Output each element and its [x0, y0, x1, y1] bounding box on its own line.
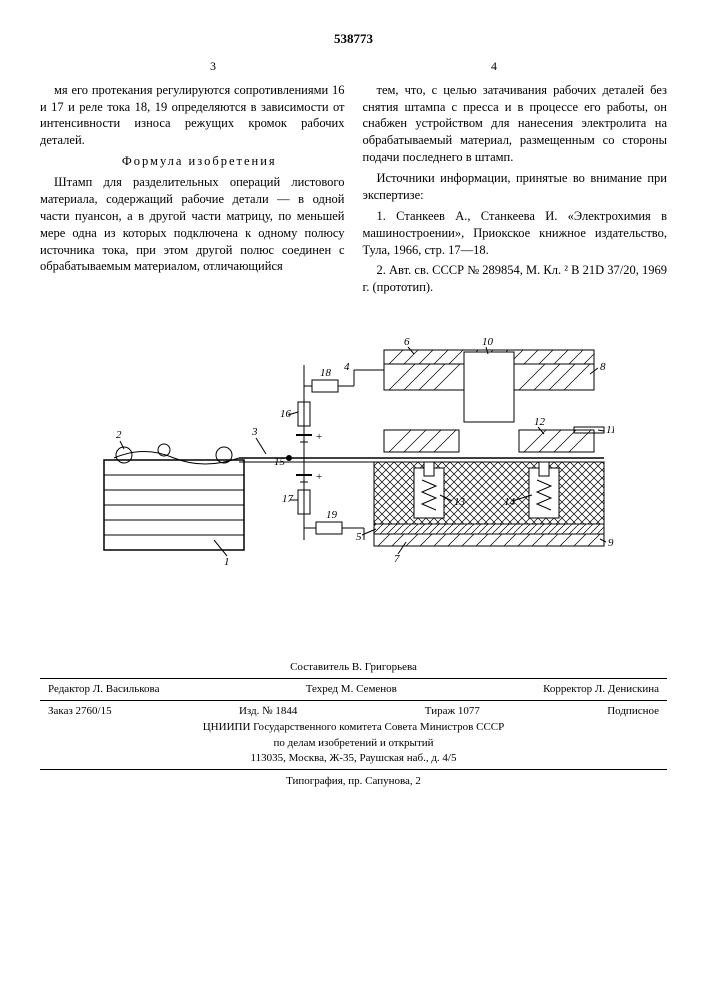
source-1: 1. Станкеев А., Станкеева И. «Электрохим…: [363, 208, 668, 259]
rule-2: [40, 700, 667, 701]
pub-row: Заказ 2760/15 Изд. № 1844 Тираж 1077 Под…: [40, 704, 667, 719]
fig-label-11: 11: [606, 424, 614, 436]
fig-label-17: 17: [282, 493, 294, 505]
right-column: тем, что, с целью затачивания рабочих де…: [363, 82, 668, 301]
fig-label-5: 5: [356, 531, 362, 543]
org-line-2: по делам изобретений и открытий: [40, 736, 667, 751]
sources-title: Источники информации, принятые во вниман…: [363, 170, 668, 204]
fig-label-2: 2: [116, 429, 122, 441]
svg-text:+: +: [316, 431, 322, 443]
techred: Техред М. Семенов: [306, 682, 397, 697]
org-address: 113035, Москва, Ж-35, Раушская наб., д. …: [40, 751, 667, 766]
org-line-1: ЦНИИПИ Государственного комитета Совета …: [40, 720, 667, 735]
tirazh: Тираж 1077: [425, 704, 480, 719]
fig-label-9: 9: [608, 537, 614, 549]
fig-label-1: 1: [224, 556, 230, 568]
rule-3: [40, 769, 667, 770]
fig-label-12: 12: [534, 416, 546, 428]
left-para-1: мя его протекания регулируются сопротивл…: [40, 82, 345, 150]
fig-label-8: 8: [600, 361, 606, 373]
corrector: Корректор Л. Денискина: [543, 682, 659, 697]
left-column: мя его протекания регулируются сопротивл…: [40, 82, 345, 301]
podpisnoe: Подписное: [607, 704, 659, 719]
fig-label-6: 6: [404, 336, 410, 348]
page-number-right: 4: [491, 58, 497, 74]
compiler-line: Составитель В. Григорьева: [40, 660, 667, 675]
document-number: 538773: [40, 30, 667, 48]
patent-diagram: + +: [94, 330, 614, 580]
izd-no: Изд. № 1844: [239, 704, 297, 719]
fig-label-4: 4: [344, 361, 350, 373]
source-2: 2. Авт. св. СССР № 289854, М. Кл. ² В 21…: [363, 262, 668, 296]
page-numbers: 3 4: [40, 58, 667, 74]
fig-label-7: 7: [394, 553, 400, 565]
svg-text:+: +: [316, 471, 322, 483]
fig-label-3: 3: [251, 426, 258, 438]
typography-line: Типография, пр. Сапунова, 2: [40, 774, 667, 789]
fig-label-18: 18: [320, 367, 332, 379]
order-no: Заказ 2760/15: [48, 704, 112, 719]
editor: Редактор Л. Василькова: [48, 682, 159, 697]
fig-label-15: 15: [274, 456, 286, 468]
formula-title: Формула изобретения: [40, 153, 345, 170]
figure: + +: [40, 330, 667, 580]
roles-row: Редактор Л. Василькова Техред М. Семенов…: [40, 682, 667, 697]
left-para-2: Штамп для разделительных операций листов…: [40, 174, 345, 275]
text-columns: мя его протекания регулируются сопротивл…: [40, 82, 667, 301]
right-para-1: тем, что, с целью затачивания рабочих де…: [363, 82, 668, 166]
fig-label-10: 10: [482, 336, 494, 348]
page-number-left: 3: [210, 58, 216, 74]
rule-1: [40, 678, 667, 679]
fig-label-19: 19: [326, 509, 338, 521]
fig-label-14: 14: [504, 496, 516, 508]
fig-label-13: 13: [454, 496, 466, 508]
